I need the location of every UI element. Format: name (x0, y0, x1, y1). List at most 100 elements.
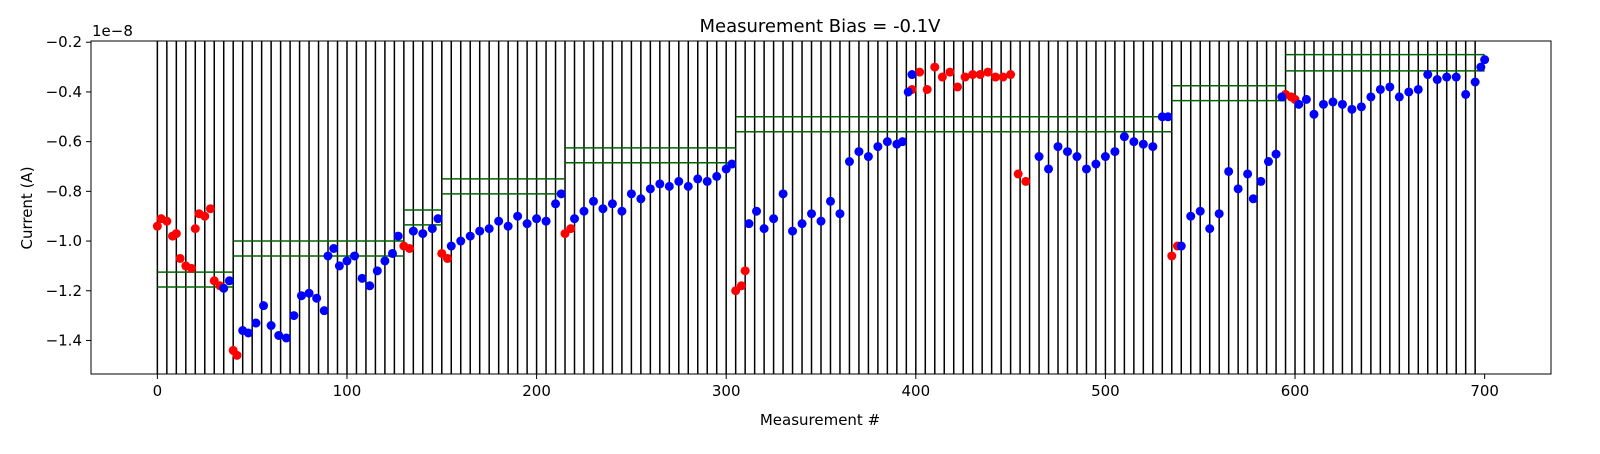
data-point (1375, 84, 1385, 94)
data-point (532, 214, 542, 224)
data-point (1385, 82, 1395, 92)
data-point (1271, 149, 1281, 159)
data-point (243, 328, 253, 338)
data-point (655, 179, 665, 189)
data-point (494, 216, 504, 226)
data-point (513, 211, 523, 221)
data-point (503, 221, 513, 231)
data-point (1337, 99, 1347, 109)
data-point (607, 199, 617, 209)
data-point (759, 224, 769, 234)
data-point (1277, 92, 1287, 102)
data-point (740, 266, 750, 276)
data-point (1309, 109, 1319, 119)
data-point (712, 171, 722, 181)
data-point (617, 206, 627, 216)
data-point (1366, 92, 1376, 102)
data-point (1044, 164, 1054, 174)
data-point (674, 176, 684, 186)
data-point (387, 248, 397, 258)
data-point (664, 181, 674, 191)
data-point (329, 244, 339, 254)
y-tick-label: −1.4 (46, 331, 82, 349)
data-point (636, 194, 646, 204)
data-point (953, 82, 963, 92)
data-point (1138, 139, 1148, 149)
data-point (922, 84, 932, 94)
y-tick-label: −1.0 (46, 232, 82, 250)
y-tick-label: −1.2 (46, 282, 82, 300)
x-tick-label: 500 (1091, 382, 1120, 400)
data-point (1480, 55, 1490, 65)
data-point (975, 70, 985, 80)
data-point (937, 72, 947, 82)
data-point (1224, 166, 1234, 176)
data-point (446, 241, 456, 251)
data-point (1243, 169, 1253, 179)
data-point (357, 273, 367, 283)
data-point (1119, 132, 1129, 142)
data-point (1404, 87, 1414, 97)
data-point (319, 306, 329, 316)
data-point (1451, 72, 1461, 82)
data-point (393, 231, 403, 241)
data-point (752, 206, 762, 216)
data-point (945, 67, 955, 77)
data-point (323, 251, 333, 261)
data-point (372, 266, 382, 276)
plot-frame (90, 40, 1552, 375)
data-point (1034, 152, 1044, 162)
data-point (626, 189, 636, 199)
data-point (736, 281, 746, 291)
data-point (1148, 142, 1158, 152)
data-point (882, 137, 892, 147)
data-point (788, 226, 798, 236)
data-point (1413, 84, 1423, 94)
data-point (915, 67, 925, 77)
data-point (844, 157, 854, 167)
data-point (1328, 97, 1338, 107)
data-point (566, 224, 576, 234)
x-axis-label: Measurement # (760, 411, 880, 429)
data-point (797, 219, 807, 229)
data-point (873, 142, 883, 152)
data-point (433, 214, 443, 224)
axis-ticks: 0 100 200 300 400 500 600 700 −1.4 −1.2 −1.0 −0.8 −0… (46, 33, 1499, 400)
data-point (541, 216, 551, 226)
data-point (693, 174, 703, 184)
data-point (570, 214, 580, 224)
data-point (598, 204, 608, 214)
data-point (825, 196, 835, 206)
y-axis-offset-label: 1e−8 (92, 22, 133, 40)
data-point (907, 70, 917, 80)
data-point (465, 231, 475, 241)
data-point (556, 189, 566, 199)
data-point (427, 224, 437, 234)
data-point (456, 236, 466, 246)
x-tick-label: 200 (522, 382, 551, 400)
data-point (960, 72, 970, 82)
data-point (588, 196, 598, 206)
data-point (334, 261, 344, 271)
data-point (1081, 164, 1091, 174)
data-point (1163, 112, 1173, 122)
data-point (342, 256, 352, 266)
data-point (898, 137, 908, 147)
data-point (1301, 94, 1311, 104)
data-point (405, 244, 415, 254)
data-point (205, 204, 215, 214)
data-point (1006, 70, 1016, 80)
x-tick-label: 300 (712, 382, 741, 400)
data-point (1394, 92, 1404, 102)
data-point (1205, 224, 1215, 234)
data-point (266, 321, 276, 331)
data-point (903, 87, 913, 97)
data-point (1013, 169, 1023, 179)
data-point (1432, 75, 1442, 85)
data-point (1423, 70, 1433, 80)
vertical-lines (156, 41, 1476, 374)
data-point (998, 72, 1008, 82)
data-point (304, 288, 314, 298)
data-point (1233, 184, 1243, 194)
